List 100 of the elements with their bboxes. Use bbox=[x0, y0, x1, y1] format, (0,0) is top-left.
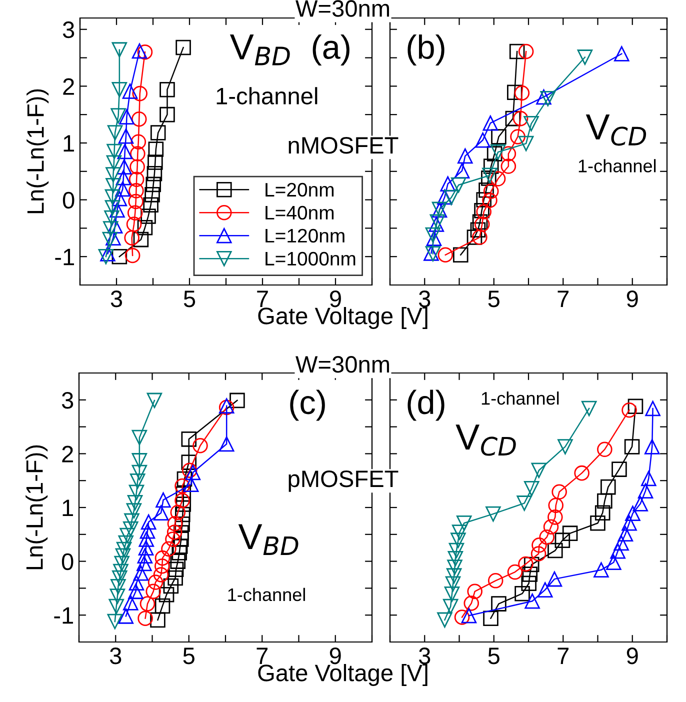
x-tick-label: 5 bbox=[184, 290, 196, 308]
point bbox=[118, 535, 134, 551]
point bbox=[122, 84, 138, 99]
point bbox=[470, 222, 486, 238]
point bbox=[123, 521, 138, 537]
point bbox=[166, 524, 182, 540]
point bbox=[537, 582, 553, 598]
point bbox=[130, 134, 146, 150]
y-tick-label: -1 bbox=[55, 248, 74, 266]
point bbox=[594, 562, 609, 578]
x-tick-label: 3 bbox=[110, 647, 122, 664]
point bbox=[532, 538, 547, 553]
point bbox=[146, 166, 162, 182]
point bbox=[574, 465, 590, 481]
point bbox=[437, 612, 452, 628]
point bbox=[488, 573, 504, 588]
point bbox=[118, 608, 134, 624]
point bbox=[112, 82, 128, 98]
point bbox=[102, 232, 118, 248]
point bbox=[113, 564, 128, 580]
point bbox=[128, 172, 144, 187]
x-tick-label: 7 bbox=[558, 290, 569, 307]
point bbox=[486, 506, 501, 522]
point bbox=[632, 496, 648, 512]
point bbox=[530, 546, 546, 562]
point bbox=[174, 478, 190, 494]
point bbox=[606, 554, 622, 570]
point bbox=[475, 132, 490, 148]
point bbox=[426, 230, 442, 246]
point bbox=[192, 438, 208, 454]
x-tick-label: 9 bbox=[626, 647, 638, 664]
point bbox=[505, 110, 521, 126]
point bbox=[153, 567, 169, 582]
point bbox=[452, 524, 468, 540]
point bbox=[562, 526, 578, 541]
point bbox=[146, 584, 161, 600]
point bbox=[110, 578, 126, 594]
point bbox=[518, 136, 534, 152]
point bbox=[100, 246, 116, 262]
point bbox=[133, 565, 149, 581]
y-tick-label: 3 bbox=[62, 392, 74, 409]
point bbox=[539, 529, 554, 545]
point bbox=[119, 109, 134, 124]
point bbox=[437, 189, 452, 205]
point bbox=[176, 40, 191, 56]
point bbox=[218, 436, 234, 452]
annotation: (a) bbox=[312, 34, 350, 66]
point bbox=[482, 115, 498, 131]
point bbox=[137, 548, 153, 564]
point bbox=[614, 535, 629, 551]
point bbox=[176, 486, 192, 502]
point bbox=[132, 430, 148, 446]
point bbox=[182, 462, 198, 478]
point bbox=[597, 493, 612, 509]
point bbox=[104, 200, 120, 216]
point bbox=[481, 170, 496, 186]
point bbox=[181, 432, 197, 447]
point bbox=[491, 129, 506, 144]
point bbox=[170, 504, 186, 520]
text: W=30nm bbox=[296, 356, 390, 373]
point bbox=[448, 550, 464, 566]
point bbox=[130, 159, 145, 174]
point bbox=[536, 89, 552, 105]
point bbox=[638, 483, 654, 498]
point bbox=[644, 439, 660, 454]
point bbox=[558, 439, 573, 454]
point bbox=[176, 471, 192, 487]
point bbox=[158, 587, 174, 602]
point bbox=[454, 163, 470, 178]
point bbox=[106, 167, 121, 182]
point bbox=[160, 106, 175, 122]
point bbox=[490, 144, 506, 160]
point bbox=[446, 568, 462, 584]
point bbox=[168, 562, 184, 578]
point bbox=[126, 216, 142, 232]
point bbox=[156, 492, 171, 508]
annotation: (b) bbox=[408, 34, 444, 66]
point bbox=[510, 129, 526, 144]
point bbox=[540, 91, 556, 106]
point bbox=[110, 108, 126, 124]
point bbox=[614, 46, 630, 62]
point bbox=[115, 181, 130, 197]
point bbox=[491, 596, 506, 612]
annotation: pMOSFET bbox=[288, 470, 398, 492]
point bbox=[514, 586, 530, 602]
point bbox=[165, 532, 180, 547]
legend-label: L=20nm bbox=[266, 182, 334, 197]
x-tick-label: 9 bbox=[330, 290, 341, 308]
point bbox=[146, 392, 162, 408]
x-tick-label: 3 bbox=[110, 290, 122, 308]
point bbox=[594, 505, 610, 521]
point bbox=[625, 506, 640, 522]
x-tick-label: 7 bbox=[256, 648, 268, 664]
point bbox=[624, 439, 640, 454]
legend-label: L=1000nm bbox=[266, 252, 356, 266]
point bbox=[132, 43, 148, 59]
x-tick-label: 3 bbox=[418, 647, 430, 664]
point bbox=[137, 220, 153, 236]
y-axis-title: Ln(-Ln(1-F)) bbox=[26, 89, 49, 214]
point bbox=[148, 574, 164, 590]
